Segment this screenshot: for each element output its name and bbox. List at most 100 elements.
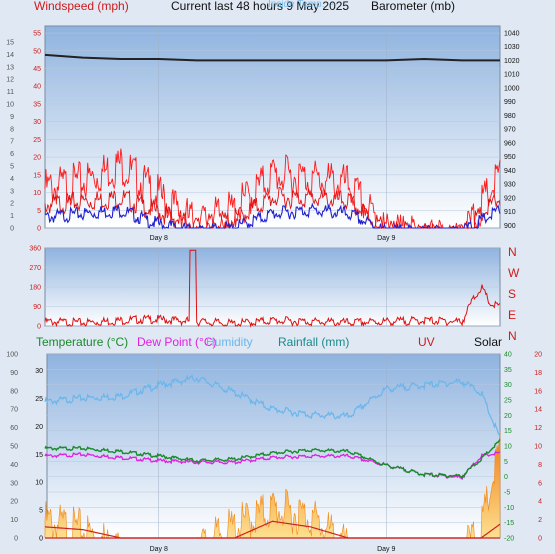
temp-tick-label: 0 bbox=[504, 474, 508, 481]
uv-tick-label: 16 bbox=[534, 388, 542, 395]
beaufort-tick-label: 9 bbox=[10, 114, 14, 121]
wind-tick-label: 10 bbox=[33, 190, 41, 197]
rain-tick-label: 30 bbox=[35, 368, 43, 375]
temp-tick-label: 5 bbox=[504, 459, 508, 466]
humidity-tick-label: 20 bbox=[10, 499, 18, 506]
humidity-tick-label: 80 bbox=[10, 388, 18, 395]
uv-legend: UV bbox=[418, 335, 435, 349]
beaufort-tick-label: 0 bbox=[10, 226, 14, 233]
barometer-tick-label: 960 bbox=[504, 140, 516, 147]
uv-tick-label: 18 bbox=[534, 370, 542, 377]
humidity-tick-label: 100 bbox=[6, 352, 18, 359]
uv-tick-label: 0 bbox=[538, 536, 542, 543]
rain-tick-label: 20 bbox=[35, 424, 43, 431]
barometer-tick-label: 940 bbox=[504, 168, 516, 175]
rain-tick-label: 15 bbox=[35, 452, 43, 459]
barometer-tick-label: 1010 bbox=[504, 72, 520, 79]
beaufort-tick-label: 3 bbox=[10, 188, 14, 195]
windspeed-label: Windspeed (mph) bbox=[34, 0, 129, 13]
solar-legend: Solar bbox=[474, 335, 503, 349]
wind-avg-series bbox=[44, 202, 501, 230]
rain-tick-label: 25 bbox=[35, 396, 43, 403]
beaufort-tick-label: 12 bbox=[6, 77, 14, 84]
temp-tick-label: 10 bbox=[504, 444, 512, 451]
wind-tick-label: 40 bbox=[33, 84, 41, 91]
beaufort-tick-label: 5 bbox=[10, 164, 14, 171]
wind-tick-label: 45 bbox=[33, 66, 41, 73]
humidity-tick-label: 30 bbox=[10, 480, 18, 487]
beaufort-tick-label: 4 bbox=[10, 176, 14, 183]
uv-tick-label: 12 bbox=[534, 425, 542, 432]
beaufort-tick-label: 10 bbox=[6, 102, 14, 109]
rainfall-legend: Rainfall (mm) bbox=[278, 335, 350, 349]
direction-tick-label: 90 bbox=[33, 304, 41, 311]
barometer-tick-label: 1040 bbox=[504, 30, 520, 37]
compass-label: W bbox=[508, 266, 520, 280]
direction-tick-label: 270 bbox=[29, 265, 41, 272]
day-label: Day 8 bbox=[150, 546, 168, 553]
chart-title: Current last 48 hours 9 May 2025 bbox=[171, 0, 350, 13]
wind-tick-label: 25 bbox=[33, 137, 41, 144]
uv-tick-label: 20 bbox=[534, 352, 542, 359]
beaufort-tick-label: 14 bbox=[6, 52, 14, 59]
compass-label: N bbox=[508, 245, 517, 259]
beaufort-tick-label: 7 bbox=[10, 139, 14, 146]
barometer-tick-label: 910 bbox=[504, 209, 516, 216]
temp-tick-label: 30 bbox=[504, 382, 512, 389]
temp-tick-label: -15 bbox=[504, 520, 514, 527]
humidity-tick-label: 0 bbox=[14, 536, 18, 543]
temp-tick-label: 40 bbox=[504, 352, 512, 359]
compass-label: N bbox=[508, 329, 517, 343]
temperature-series bbox=[44, 439, 501, 479]
wind-tick-label: 35 bbox=[33, 101, 41, 108]
beaufort-tick-label: 1 bbox=[10, 213, 14, 220]
barometer-tick-label: 980 bbox=[504, 113, 516, 120]
day-label: Day 8 bbox=[150, 235, 168, 242]
humidity-tick-label: 60 bbox=[10, 425, 18, 432]
wind-direction-series bbox=[44, 249, 501, 328]
rain-tick-label: 0 bbox=[39, 536, 43, 543]
barometer-tick-label: 1030 bbox=[504, 44, 520, 51]
wind-tick-label: 20 bbox=[33, 155, 41, 162]
temp-tick-label: -10 bbox=[504, 505, 514, 512]
humidity-series bbox=[44, 374, 501, 437]
uv-tick-label: 2 bbox=[538, 517, 542, 524]
uv-series bbox=[45, 523, 501, 539]
barometer-tick-label: 1020 bbox=[504, 58, 520, 65]
barometer-tick-label: 990 bbox=[504, 99, 516, 106]
beaufort-tick-label: 6 bbox=[10, 151, 14, 158]
day-label: Day 9 bbox=[377, 546, 395, 553]
beaufort-tick-label: 8 bbox=[10, 126, 14, 133]
temperature-legend: Temperature (°C) bbox=[36, 335, 129, 349]
uv-tick-label: 6 bbox=[538, 480, 542, 487]
inside-temp-label: Inside Temp. --- bbox=[268, 0, 338, 10]
rain-tick-label: 5 bbox=[39, 508, 43, 515]
wind-tick-label: 30 bbox=[33, 119, 41, 126]
barometer-tick-label: 930 bbox=[504, 182, 516, 189]
uv-tick-label: 4 bbox=[538, 499, 542, 506]
wind-speed-series bbox=[44, 186, 501, 229]
direction-tick-label: 180 bbox=[29, 285, 41, 292]
beaufort-tick-label: 2 bbox=[10, 201, 14, 208]
temp-tick-label: 15 bbox=[504, 428, 512, 435]
beaufort-tick-label: 13 bbox=[6, 64, 14, 71]
rain-tick-label: 10 bbox=[35, 480, 43, 487]
humidity-legend: Humidity bbox=[206, 335, 253, 349]
humidity-tick-label: 40 bbox=[10, 462, 18, 469]
barometer-series bbox=[44, 53, 500, 62]
direction-tick-label: 360 bbox=[29, 246, 41, 253]
wind-tick-label: 15 bbox=[33, 172, 41, 179]
compass-label: S bbox=[508, 287, 516, 301]
humidity-tick-label: 10 bbox=[10, 517, 18, 524]
barometer-tick-label: 920 bbox=[504, 195, 516, 202]
barometer-label: Barometer (mb) bbox=[371, 0, 456, 13]
barometer-tick-label: 1000 bbox=[504, 85, 520, 92]
temp-tick-label: 20 bbox=[504, 413, 512, 420]
wind-tick-label: 50 bbox=[33, 48, 41, 55]
barometer-tick-label: 970 bbox=[504, 127, 516, 134]
wind-tick-label: 5 bbox=[37, 208, 41, 215]
beaufort-tick-label: 11 bbox=[7, 89, 14, 96]
uv-tick-label: 8 bbox=[538, 462, 542, 469]
barometer-tick-label: 950 bbox=[504, 154, 516, 161]
